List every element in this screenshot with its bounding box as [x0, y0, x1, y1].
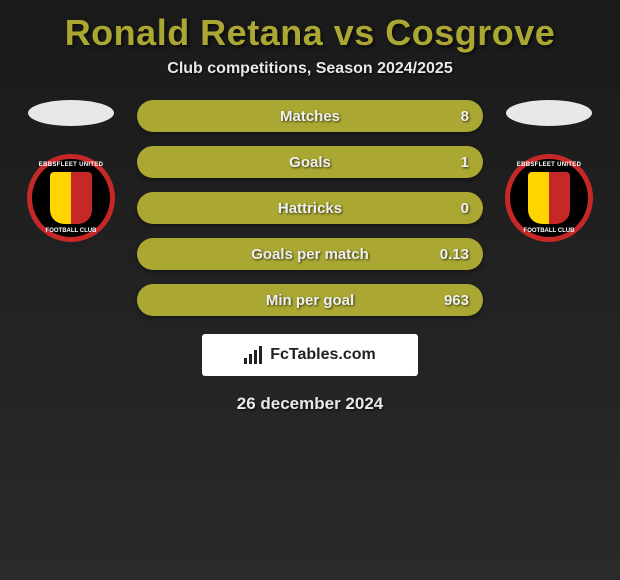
- stat-row: Min per goal 963: [137, 284, 483, 316]
- watermark-text: FcTables.com: [270, 346, 376, 364]
- badge-text-bottom: FOOTBALL CLUB: [524, 228, 575, 234]
- badge-text-top: EBBSFLEET UNITED: [517, 162, 581, 168]
- stat-label: Goals: [289, 154, 331, 171]
- subtitle: Club competitions, Season 2024/2025: [0, 60, 620, 100]
- stat-right-value: 0.13: [440, 246, 469, 263]
- stat-row: Goals 1: [137, 146, 483, 178]
- team-badge-right: EBBSFLEET UNITED FOOTBALL CLUB: [505, 154, 593, 242]
- left-side: EBBSFLEET UNITED FOOTBALL CLUB: [23, 100, 119, 242]
- badge-text-top: EBBSFLEET UNITED: [39, 162, 103, 168]
- stat-right-value: 0: [461, 200, 469, 217]
- player-silhouette-left: [28, 100, 114, 126]
- bar-chart-icon: [244, 346, 264, 364]
- watermark: FcTables.com: [202, 334, 418, 376]
- team-badge-left: EBBSFLEET UNITED FOOTBALL CLUB: [27, 154, 115, 242]
- stat-right-value: 963: [444, 292, 469, 309]
- stat-row: Hattricks 0: [137, 192, 483, 224]
- badge-shield-icon: [528, 172, 570, 224]
- badge-text-bottom: FOOTBALL CLUB: [46, 228, 97, 234]
- stat-right-value: 8: [461, 108, 469, 125]
- stat-label: Matches: [280, 108, 340, 125]
- stat-label: Hattricks: [278, 200, 342, 217]
- infographic-container: Ronald Retana vs Cosgrove Club competiti…: [0, 0, 620, 414]
- badge-shield-icon: [50, 172, 92, 224]
- page-title: Ronald Retana vs Cosgrove: [0, 0, 620, 60]
- stat-row: Goals per match 0.13: [137, 238, 483, 270]
- stats-table: Matches 8 Goals 1 Hattricks 0 Goals per …: [137, 100, 483, 316]
- right-side: EBBSFLEET UNITED FOOTBALL CLUB: [501, 100, 597, 242]
- player-silhouette-right: [506, 100, 592, 126]
- stat-label: Min per goal: [266, 292, 354, 309]
- date-label: 26 december 2024: [0, 394, 620, 414]
- stat-row: Matches 8: [137, 100, 483, 132]
- stat-label: Goals per match: [251, 246, 369, 263]
- stat-right-value: 1: [461, 154, 469, 171]
- content-row: EBBSFLEET UNITED FOOTBALL CLUB Matches 8…: [0, 100, 620, 316]
